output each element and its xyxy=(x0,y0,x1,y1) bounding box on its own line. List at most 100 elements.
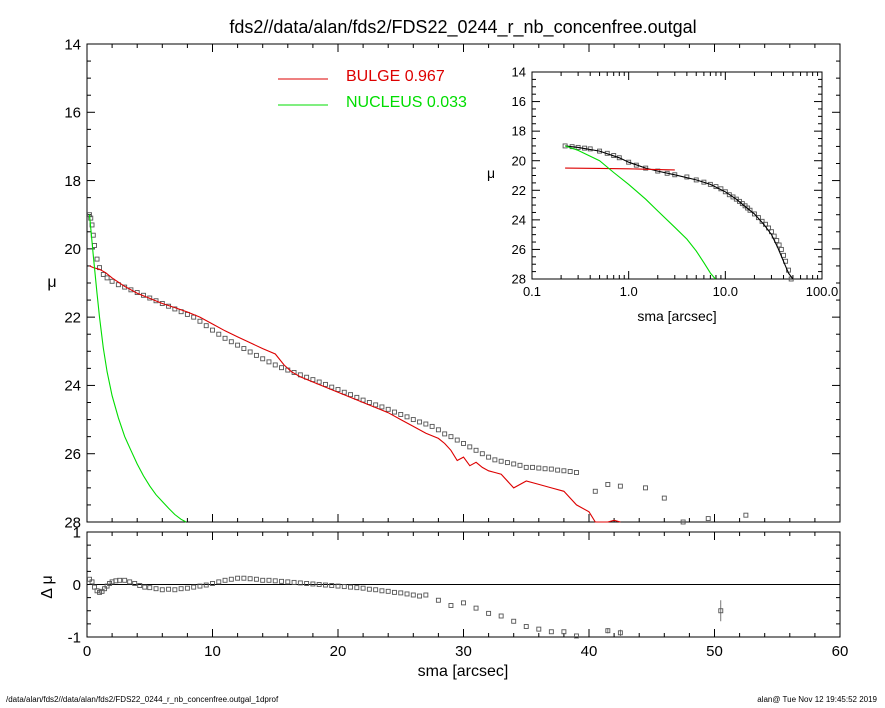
data-point xyxy=(423,421,429,427)
data-point xyxy=(127,579,133,585)
data-point xyxy=(228,576,234,582)
data-point xyxy=(429,423,435,429)
data-point xyxy=(705,516,711,522)
inset-plot-ticks: 0.1 1.0 10.0 100.0 14 16 18 20 22 24 26 28 xyxy=(512,65,839,299)
data-point xyxy=(191,314,197,320)
data-point xyxy=(617,483,623,489)
data-point xyxy=(385,406,391,412)
data-point xyxy=(191,584,197,590)
data-point xyxy=(417,419,423,425)
data-point xyxy=(523,624,529,629)
data-point xyxy=(473,605,479,611)
data-point xyxy=(473,447,479,453)
data-point xyxy=(373,402,379,408)
data-point xyxy=(203,323,209,329)
data-point xyxy=(567,469,573,474)
data-point xyxy=(241,575,247,581)
y-tick-label: 26 xyxy=(512,242,526,257)
series-line xyxy=(88,214,187,523)
y-tick-label: 1 xyxy=(73,524,81,541)
x-axis-label: sma [arcsec] xyxy=(418,663,509,680)
legend-label-bulge: BULGE 0.967 xyxy=(346,68,445,85)
main-y-axis-label: μ xyxy=(47,274,56,291)
series-line xyxy=(89,265,621,523)
y-tick-label: 22 xyxy=(512,183,526,198)
data-point xyxy=(323,381,328,387)
data-point xyxy=(222,577,228,583)
data-point xyxy=(435,597,441,603)
y-tick-label: 24 xyxy=(64,378,81,395)
data-point xyxy=(707,181,713,187)
data-point xyxy=(137,583,143,588)
data-point xyxy=(92,584,97,590)
data-point xyxy=(235,575,241,581)
data-point xyxy=(100,272,106,277)
x-tick-label: 30 xyxy=(455,643,472,660)
inset-plot-series xyxy=(562,143,794,282)
y-tick-label: 22 xyxy=(64,309,81,326)
data-point xyxy=(104,275,110,281)
data-point xyxy=(94,256,100,262)
inset-y-axis-label: μ xyxy=(487,165,495,181)
main-plot: 14 16 18 20 22 24 26 28 μ BULGE 0.967 NUCLEUS 0… xyxy=(47,36,841,531)
y-tick-label: 16 xyxy=(512,94,526,109)
inset-plot: 0.1 1.0 10.0 100.0 14 16 18 20 22 24 26 28 μ sma [a… xyxy=(487,65,838,324)
x-tick-label: 0.1 xyxy=(523,284,541,299)
data-point xyxy=(142,584,148,590)
data-point xyxy=(548,466,554,472)
data-point xyxy=(132,581,138,586)
data-point xyxy=(410,592,416,598)
data-point xyxy=(661,495,667,501)
data-point xyxy=(216,579,222,585)
data-point xyxy=(504,460,510,466)
inset-x-axis-label: sma [arcsec] xyxy=(637,308,716,324)
data-point xyxy=(316,582,322,587)
data-point xyxy=(492,457,498,463)
data-point xyxy=(479,451,485,457)
x-tick-label: 20 xyxy=(330,643,347,660)
data-point xyxy=(755,215,761,221)
data-point xyxy=(310,581,316,587)
data-point xyxy=(398,590,404,596)
data-point xyxy=(159,587,165,593)
data-point xyxy=(272,578,278,584)
data-point xyxy=(117,577,123,583)
residual-plot-series xyxy=(87,575,724,639)
data-point xyxy=(718,608,724,614)
data-point xyxy=(442,431,448,437)
data-point xyxy=(128,287,134,293)
data-point xyxy=(341,389,347,395)
data-point xyxy=(253,576,259,582)
data-point xyxy=(348,584,353,590)
data-point xyxy=(210,327,215,333)
y-tick-label: 24 xyxy=(512,212,526,227)
data-point xyxy=(159,301,165,306)
data-point xyxy=(360,585,366,591)
data-point xyxy=(542,466,548,472)
x-tick-label: 0 xyxy=(83,643,91,660)
data-point xyxy=(102,586,108,592)
data-point xyxy=(329,384,335,390)
data-point xyxy=(291,579,297,585)
data-point xyxy=(241,346,247,352)
data-point xyxy=(222,335,228,341)
residual-y-axis-label: Δ μ xyxy=(39,575,56,598)
data-point xyxy=(643,485,648,491)
x-tick-label: 1.0 xyxy=(620,284,638,299)
data-point xyxy=(247,349,253,355)
data-point xyxy=(297,580,303,586)
data-point xyxy=(99,588,105,594)
data-point xyxy=(379,404,385,410)
data-point xyxy=(417,593,423,599)
data-point xyxy=(366,586,372,592)
series-line xyxy=(565,167,675,171)
main-legend: BULGE 0.967 NUCLEUS 0.033 xyxy=(278,68,467,111)
data-point xyxy=(398,412,404,417)
data-point xyxy=(197,318,203,324)
data-point xyxy=(279,365,284,371)
data-point xyxy=(89,579,95,585)
y-tick-label: -1 xyxy=(68,629,81,646)
footer-file-path: /data/alan/fds2//data/alan/fds2/FDS22_02… xyxy=(6,695,279,704)
data-point xyxy=(517,462,523,468)
